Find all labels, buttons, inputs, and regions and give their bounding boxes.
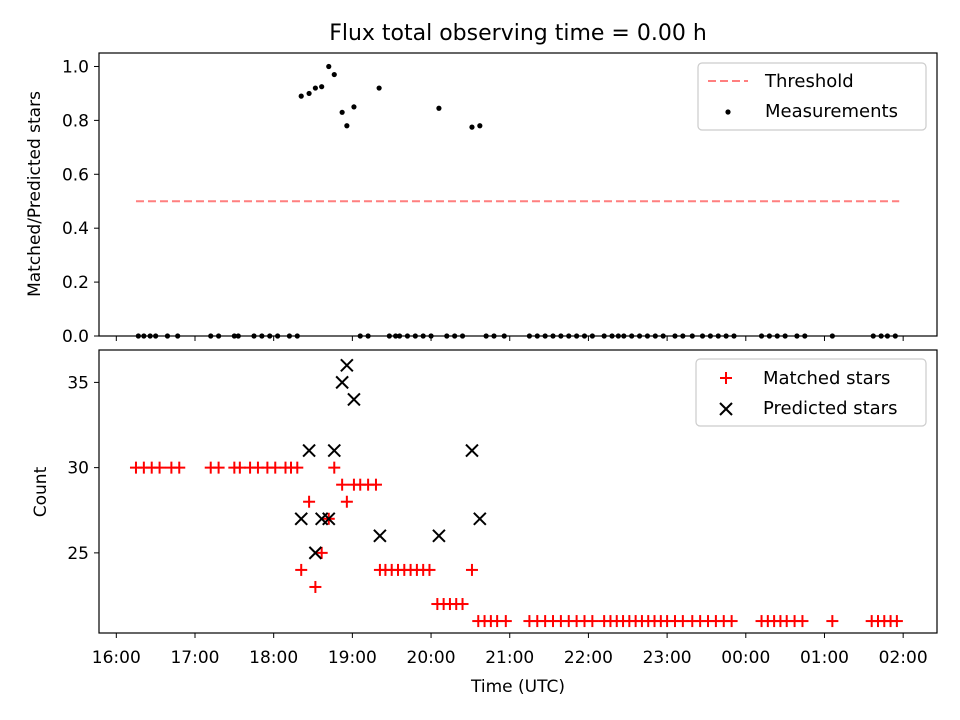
matched-star-marker bbox=[291, 461, 304, 474]
predicted-star-marker bbox=[465, 443, 479, 458]
predicted-star-marker bbox=[294, 512, 308, 526]
measurement-point bbox=[312, 85, 318, 91]
matched-star-marker bbox=[890, 615, 903, 628]
matched-star-marker bbox=[796, 615, 809, 628]
top-ytick-label: 0.2 bbox=[62, 273, 89, 293]
predicted-stars-series bbox=[294, 358, 487, 560]
matched-star-marker bbox=[309, 580, 322, 593]
top-axes-frame bbox=[98, 52, 938, 337]
measurement-point bbox=[326, 63, 332, 70]
bottom-xtick-label: 16:00 bbox=[92, 648, 141, 668]
predicted-star-marker bbox=[308, 546, 323, 560]
bottom-xtick-label: 00:00 bbox=[721, 648, 770, 668]
measurement-point bbox=[339, 109, 345, 115]
bottom-xtick-label: 17:00 bbox=[170, 648, 219, 668]
predicted-star-marker bbox=[335, 375, 349, 390]
matched-star-marker bbox=[423, 563, 436, 576]
bottom-xtick-label: 23:00 bbox=[643, 648, 692, 668]
bottom-ylabel: Count bbox=[31, 466, 51, 517]
measurement-point bbox=[469, 124, 475, 130]
top-legend: Threshold Measurements bbox=[697, 62, 927, 131]
matched-star-marker bbox=[369, 478, 382, 491]
matched-star-marker bbox=[233, 461, 246, 474]
predicted-star-marker bbox=[322, 512, 336, 526]
matched-star-marker bbox=[586, 615, 599, 628]
top-ylabel: Matched/Predicted stars bbox=[25, 91, 45, 297]
legend-threshold-label: Threshold bbox=[764, 71, 854, 92]
measurement-point bbox=[436, 105, 442, 111]
bottom-ytick-label: 30 bbox=[67, 459, 89, 479]
matched-star-marker bbox=[173, 461, 186, 474]
matched-star-marker bbox=[328, 461, 341, 474]
predicted-star-marker bbox=[327, 443, 341, 458]
top-ytick-label: 0.8 bbox=[62, 111, 89, 131]
matched-stars-series bbox=[129, 461, 903, 628]
measurement-point bbox=[331, 71, 337, 78]
legend-matched-label: Matched stars bbox=[763, 368, 890, 389]
legend-measurement-label: Measurements bbox=[765, 101, 898, 122]
measurement-point bbox=[376, 85, 382, 91]
bottom-panel: 16:00 17:00 18:00 19:00 20:00 21:00 22:00 23:00… bbox=[31, 349, 938, 697]
bottom-xlabel: Time (UTC) bbox=[470, 677, 565, 697]
bottom-axes-frame bbox=[98, 349, 938, 634]
measurement-point bbox=[351, 104, 357, 110]
bottom-axis-ticks: 16:00 17:00 18:00 19:00 20:00 21:00 22:00 23:00… bbox=[67, 373, 927, 668]
matched-star-marker bbox=[153, 461, 166, 474]
matched-star-marker bbox=[725, 615, 738, 628]
matched-star-marker bbox=[315, 546, 328, 559]
predicted-star-marker bbox=[373, 529, 387, 543]
top-ytick-label: 0.0 bbox=[62, 327, 89, 347]
measurement-point bbox=[477, 123, 483, 129]
bottom-xtick-label: 01:00 bbox=[800, 648, 849, 668]
bottom-ytick-label: 35 bbox=[67, 373, 89, 393]
predicted-star-marker bbox=[340, 358, 354, 373]
matched-star-marker bbox=[499, 615, 512, 628]
matched-star-marker bbox=[456, 598, 469, 611]
predicted-star-marker bbox=[432, 529, 446, 543]
measurement-point bbox=[306, 90, 312, 97]
bottom-xtick-label: 18:00 bbox=[249, 648, 298, 668]
top-ytick-label: 0.6 bbox=[62, 165, 89, 185]
matched-star-marker bbox=[340, 495, 353, 508]
top-panel: 0.0 0.2 0.4 0.6 0.8 1.0 Matched/Predicted sta… bbox=[25, 52, 938, 347]
legend-predicted-marker bbox=[719, 402, 733, 416]
top-ytick-label: 0.4 bbox=[62, 219, 89, 239]
figure-title: Flux total observing time = 0.00 h bbox=[329, 21, 707, 46]
bottom-ytick-label: 25 bbox=[67, 544, 89, 564]
predicted-star-marker bbox=[302, 443, 316, 458]
predicted-star-marker bbox=[347, 392, 361, 407]
matched-star-marker bbox=[465, 563, 478, 576]
measurement-point bbox=[319, 84, 325, 90]
bottom-xtick-label: 21:00 bbox=[485, 648, 534, 668]
top-ytick-label: 1.0 bbox=[62, 57, 89, 77]
top-axis-ticks: 0.0 0.2 0.4 0.6 0.8 1.0 bbox=[62, 57, 904, 347]
bottom-xtick-label: 02:00 bbox=[879, 648, 928, 668]
legend-matched-marker bbox=[720, 372, 732, 384]
legend-predicted-label: Predicted stars bbox=[763, 398, 897, 419]
bottom-legend: Matched stars Predicted stars bbox=[695, 358, 927, 427]
bottom-xtick-label: 22:00 bbox=[564, 648, 613, 668]
matched-star-marker bbox=[826, 615, 839, 628]
matched-star-marker bbox=[269, 461, 282, 474]
predicted-star-marker bbox=[473, 512, 487, 526]
bottom-xtick-label: 20:00 bbox=[407, 648, 456, 668]
measurement-point bbox=[344, 123, 350, 129]
matched-star-marker bbox=[303, 495, 316, 508]
bottom-xtick-label: 19:00 bbox=[328, 648, 377, 668]
legend-measurement-marker bbox=[725, 109, 731, 115]
matched-star-marker bbox=[336, 478, 349, 491]
matched-star-marker bbox=[212, 461, 225, 474]
matched-star-marker bbox=[295, 563, 308, 576]
measurement-point bbox=[298, 93, 304, 99]
